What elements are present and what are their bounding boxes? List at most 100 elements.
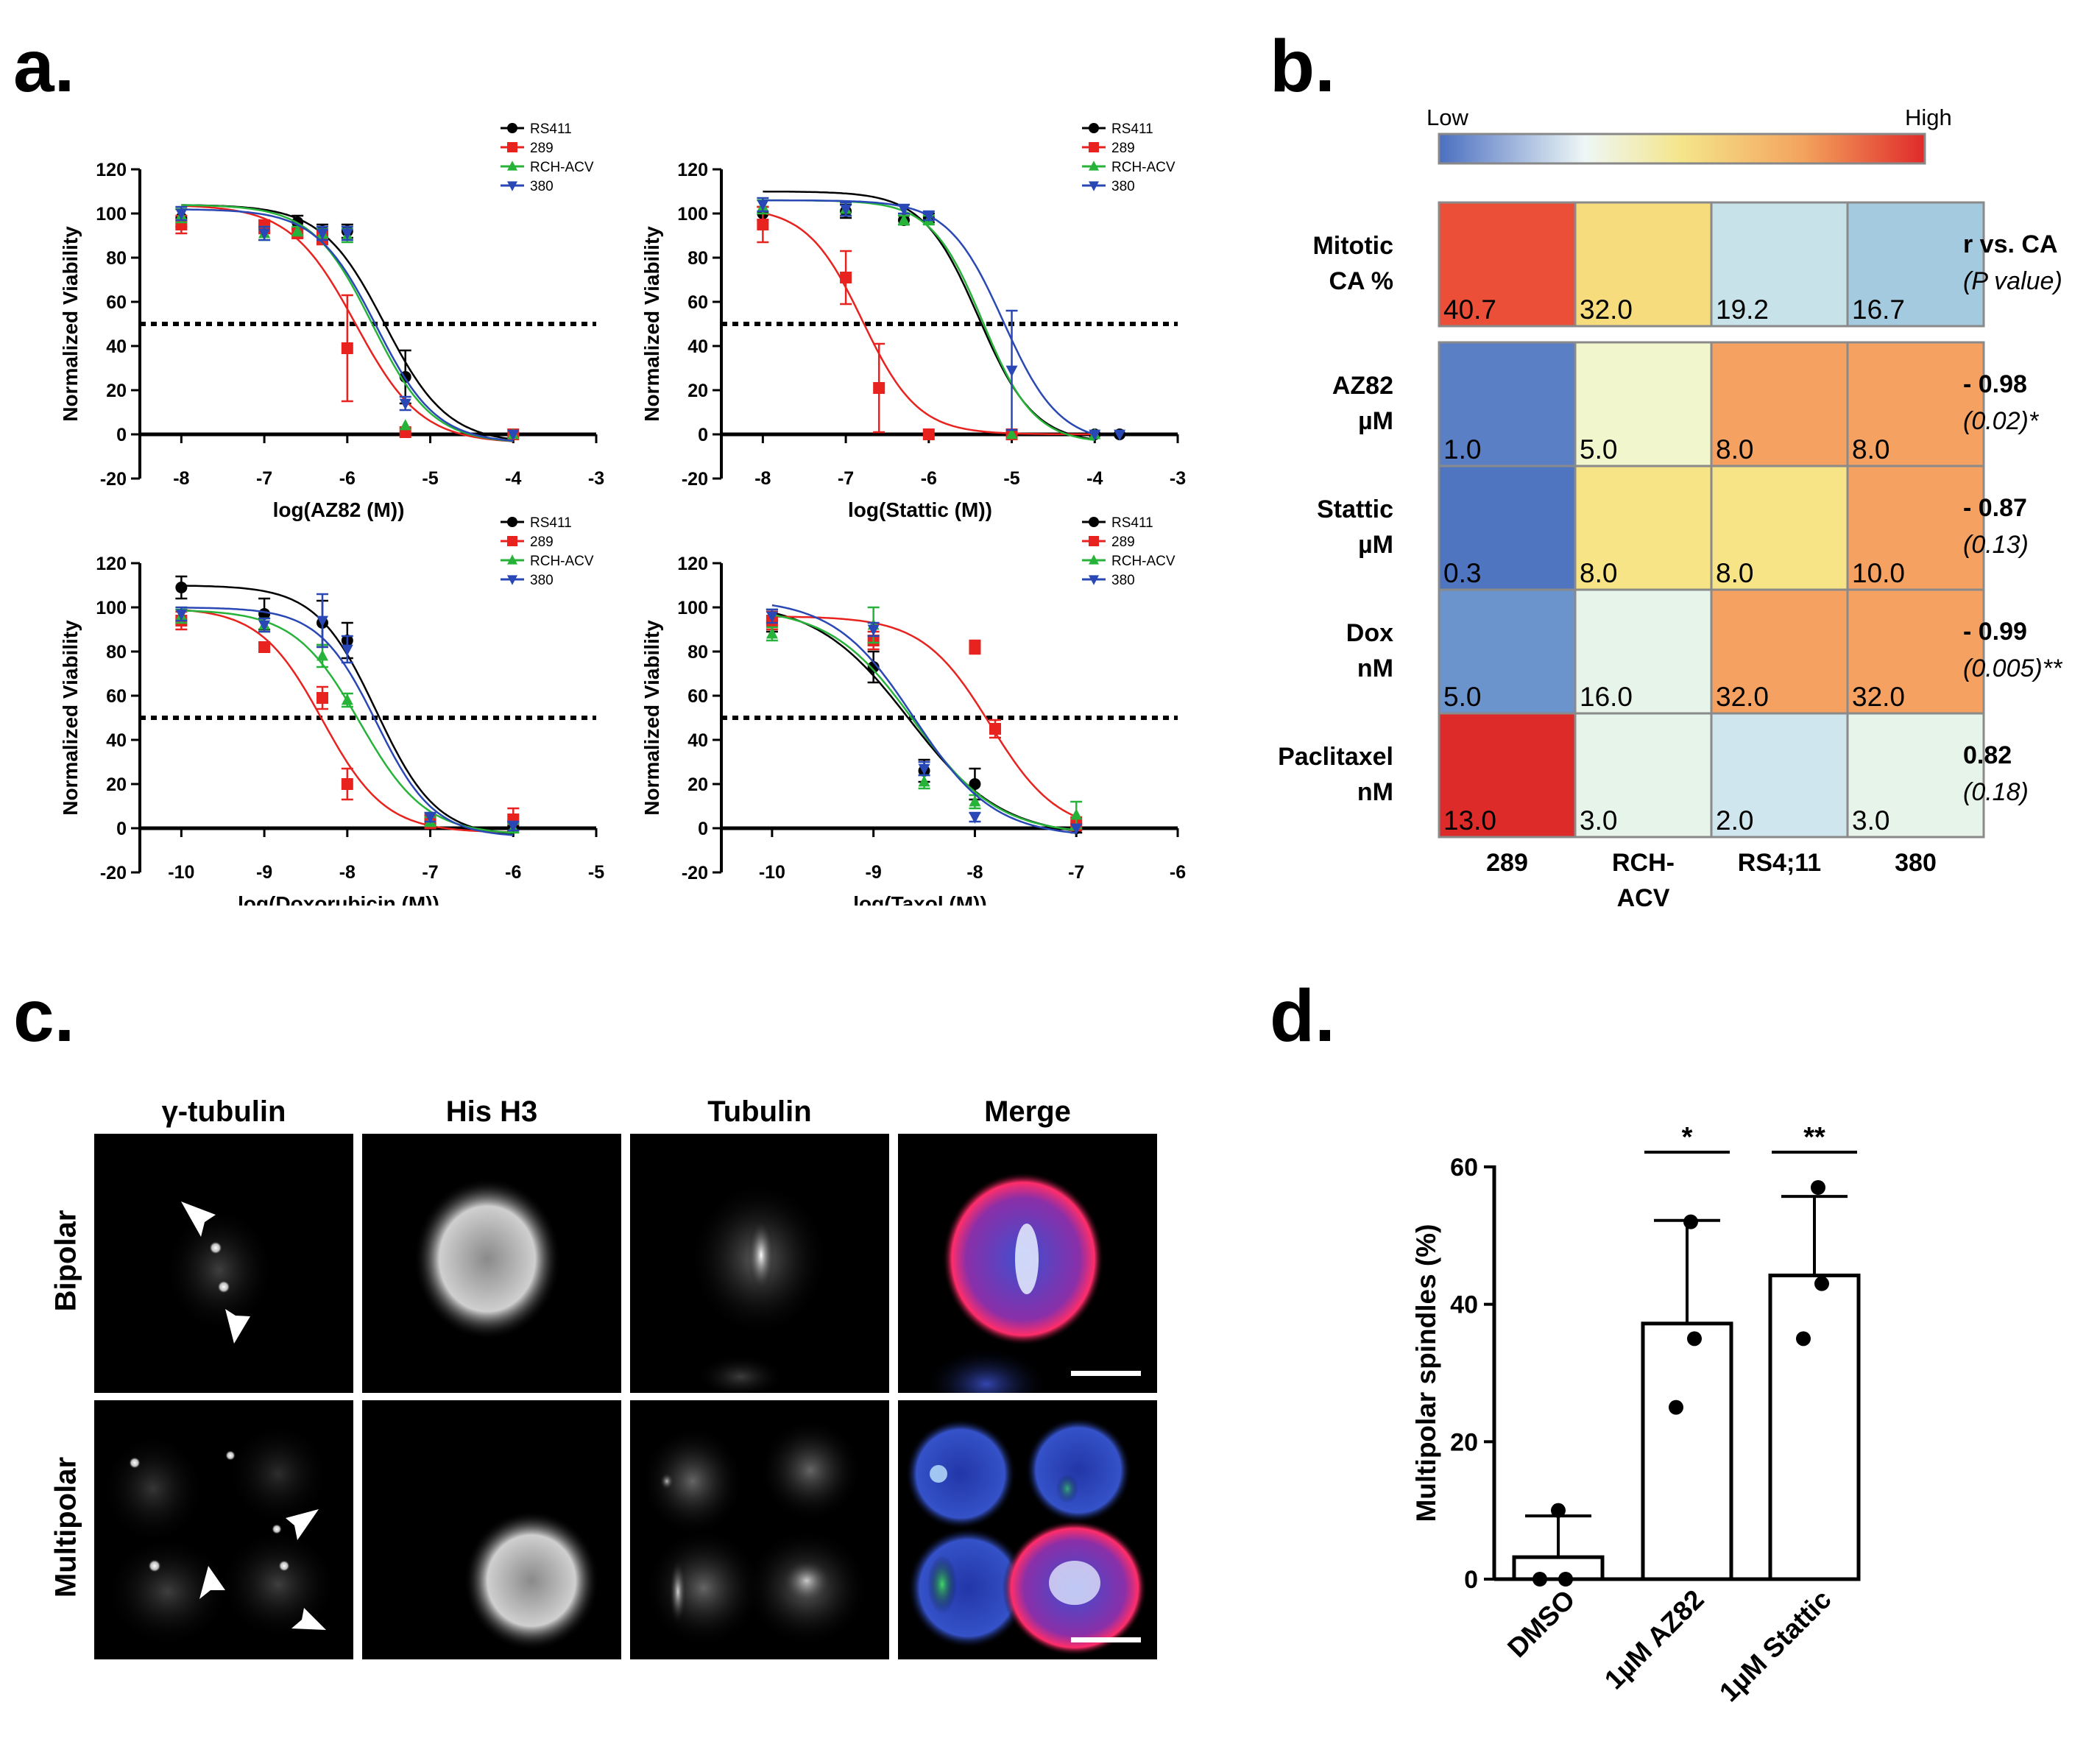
y-tick-label: 40 (106, 730, 127, 751)
y-axis-label: Multipolar spindles (%) (1411, 1224, 1441, 1522)
legend-entry: 380 (1111, 179, 1135, 194)
data-point (918, 763, 930, 775)
data-point (341, 342, 353, 354)
x-tick-label: -6 (505, 862, 521, 883)
x-tick-label: -5 (588, 862, 604, 883)
heatmap-cell-value: 32.0 (1580, 294, 1633, 325)
row-label-unit: µM (1358, 407, 1393, 435)
category-label: 1µM AZ82 (1599, 1584, 1710, 1695)
heatmap-cell (1438, 465, 1577, 591)
data-point (258, 228, 271, 240)
panel-label-c: c. (13, 975, 75, 1057)
heatmap-cell (1710, 465, 1849, 591)
heatmap-cell (1574, 712, 1713, 839)
heatmap-cell-value: 5.0 (1443, 682, 1481, 712)
y-tick-label: -20 (682, 469, 708, 490)
y-tick-label: 60 (687, 292, 708, 313)
curve-289 (771, 615, 1077, 818)
column-label: 380 (1895, 849, 1937, 877)
data-point (175, 582, 188, 593)
row-label-unit: CA % (1329, 267, 1393, 295)
legend-entry: RCH-ACV (530, 554, 594, 569)
x-tick-label: -7 (422, 862, 438, 883)
legend-entry: 380 (530, 179, 554, 194)
x-tick-label: -8 (173, 468, 189, 489)
data-point (317, 692, 328, 704)
data-point (507, 554, 517, 565)
heatmap-cell (1574, 201, 1713, 328)
data-point (341, 644, 353, 656)
heatmap-cell-value: 3.0 (1852, 805, 1889, 836)
category-label: DMSO (1502, 1584, 1580, 1663)
row-label: Stattic (1317, 495, 1393, 523)
data-point (1005, 365, 1018, 377)
column-title-his-h3: His H3 (445, 1095, 538, 1128)
heatmap-cell-value: 40.7 (1443, 294, 1496, 325)
heatmap-cell-value: 8.0 (1716, 558, 1753, 588)
heatmap-cell (1846, 465, 1985, 591)
data-point (507, 123, 517, 133)
data-point (1114, 429, 1126, 441)
row-label: AZ82 (1332, 372, 1393, 400)
data-point (1811, 1180, 1825, 1195)
data-point (1558, 1572, 1573, 1587)
image-bipolar-tubulin (630, 1134, 889, 1393)
y-tick-label: 60 (106, 686, 127, 707)
curve-380 (181, 607, 514, 836)
x-tick-label: -4 (505, 468, 521, 489)
row-label-unit: nM (1357, 654, 1393, 682)
y-axis-label: Normalized Viability (59, 226, 82, 422)
y-tick-label: 60 (687, 686, 708, 707)
y-tick-label: 20 (1450, 1428, 1478, 1456)
data-point (969, 641, 981, 653)
heatmap-cell-value: 10.0 (1852, 558, 1905, 588)
row-label: Dox (1346, 619, 1393, 647)
heatmap-cell (1438, 201, 1577, 328)
data-point (1089, 160, 1099, 171)
curve-RCH-ACV (763, 199, 1095, 442)
image-bipolar-merge (898, 1134, 1157, 1393)
heatmap-cell (1574, 465, 1713, 591)
y-tick-label: 60 (106, 292, 127, 313)
data-point (399, 398, 411, 410)
data-point (341, 693, 353, 705)
legend-entry: 289 (530, 534, 554, 550)
y-tick-label: 100 (96, 204, 127, 225)
data-point (1683, 1214, 1698, 1229)
legend-entry: 289 (1111, 141, 1135, 156)
y-tick-label: 100 (96, 598, 127, 618)
legend-entry: RCH-ACV (1111, 160, 1175, 175)
image-multipolar-his-h3 (362, 1400, 621, 1659)
heatmap-cell-value: 16.7 (1852, 294, 1905, 325)
y-tick-label: 20 (687, 774, 708, 795)
x-tick-label: -9 (256, 862, 272, 883)
legend-entry: RS411 (530, 121, 572, 137)
significance-marker: ** (1803, 1122, 1825, 1153)
dose-response-chart-1: -20 0 20 40 60 80 100 120 -8 -7 -6 -5 -4 -3 log(AZ82 (… (59, 121, 604, 521)
image-bipolar-his-h3 (362, 1134, 621, 1393)
y-tick-label: 40 (106, 336, 127, 357)
image-bipolar-gamma-tubulin (94, 1134, 353, 1393)
bar (1641, 1321, 1733, 1581)
heatmap-cell (1574, 341, 1713, 467)
heatmap-cell (1438, 341, 1577, 467)
x-axis-label: log(Doxorubicin (M)) (238, 892, 439, 906)
stat-p-value: (P value) (1963, 267, 2062, 295)
data-point (1089, 554, 1099, 565)
x-tick-label: -6 (921, 468, 937, 489)
row-title-bipolar: Bipolar (49, 1210, 82, 1312)
data-point (258, 620, 271, 632)
data-point (507, 536, 517, 546)
data-point (507, 429, 520, 441)
data-point (1532, 1572, 1547, 1587)
data-point (317, 228, 328, 240)
data-point (507, 821, 520, 833)
y-tick-label: 20 (106, 774, 127, 795)
curve-RCH-ACV (771, 613, 1077, 831)
stat-p-value: (0.02)* (1963, 407, 2040, 435)
data-point (840, 272, 852, 283)
heatmap-cell (1710, 201, 1849, 328)
curve-380 (181, 208, 514, 442)
heatmap-cell-value: 32.0 (1852, 682, 1905, 712)
data-point (922, 428, 935, 440)
